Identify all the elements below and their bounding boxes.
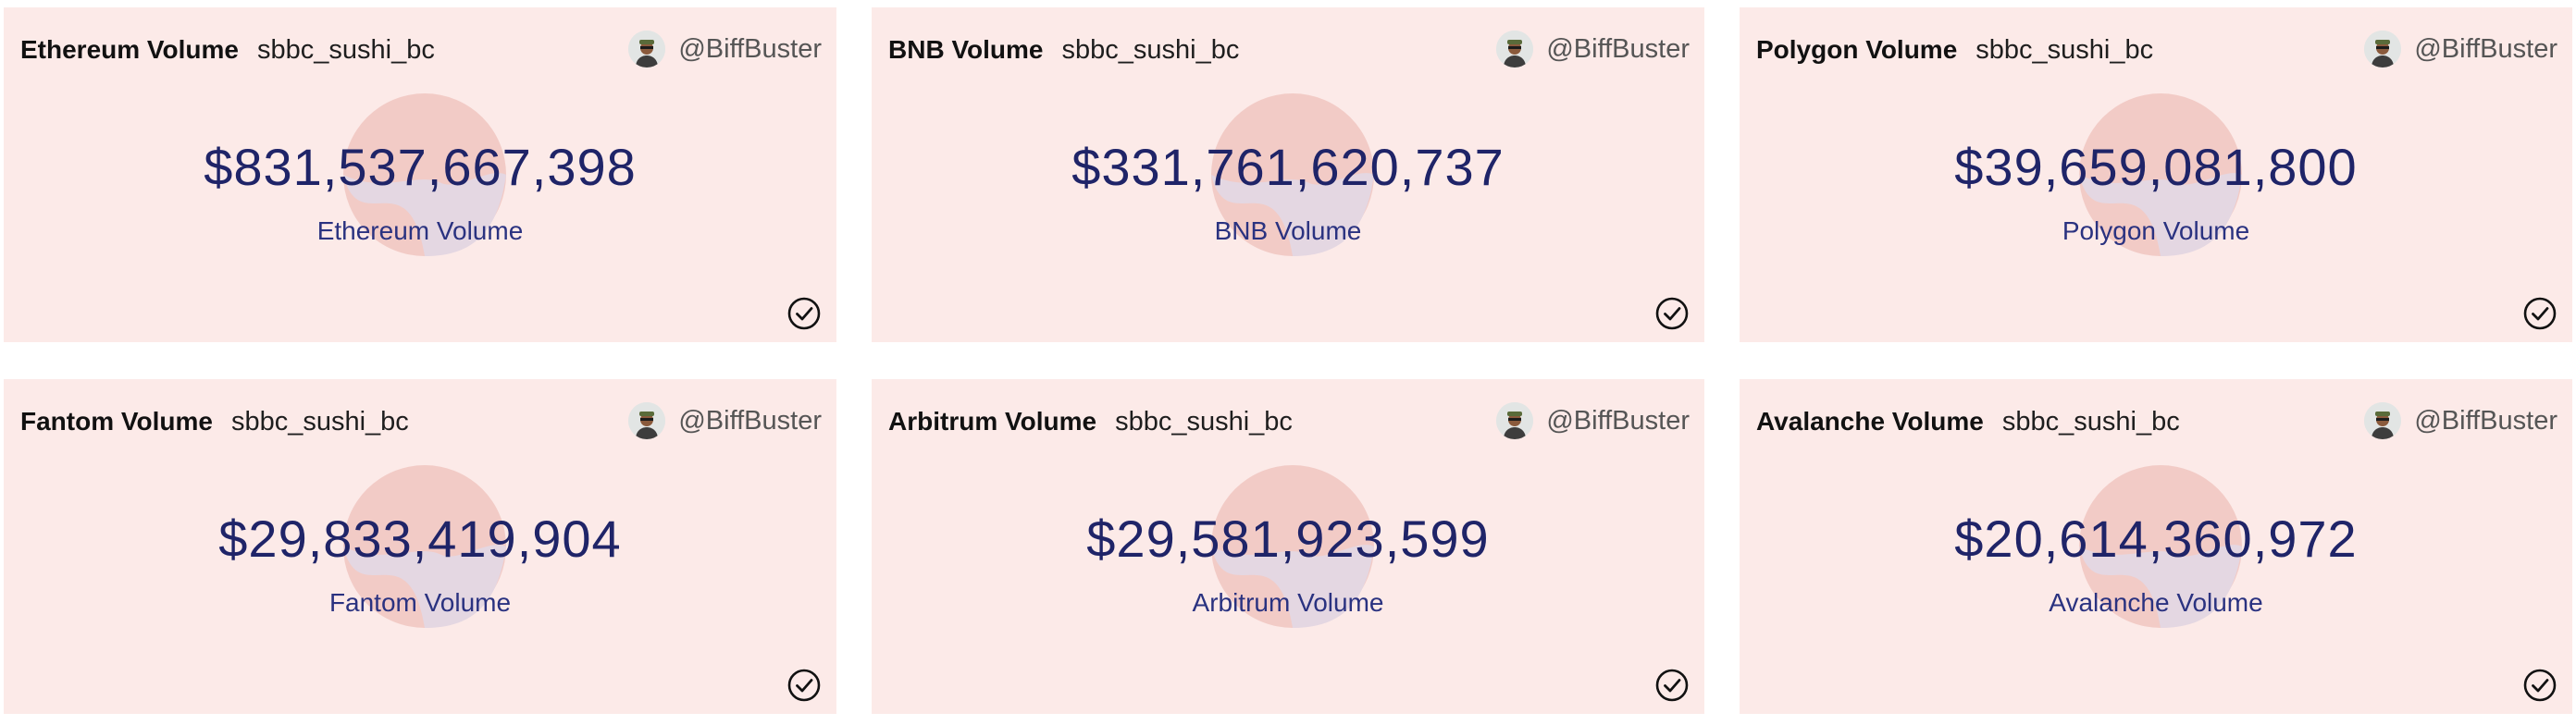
metric-label: Ethereum Volume [316,216,524,245]
checkmark-circle-icon[interactable] [2522,296,2557,331]
avatar-icon [628,31,666,68]
card-header: BNB Volume sbbc_sushi_bc [888,31,1239,68]
metric-value: $831,537,667,398 [204,138,637,196]
metric-label: Avalanche Volume [2049,588,2263,617]
sushi-logo-icon [2079,465,2242,628]
card-title[interactable]: Polygon Volume [1756,35,1958,64]
metric-value: $39,659,081,800 [1954,138,2358,196]
sushi-logo-icon [343,465,506,628]
card-user[interactable]: @BiffBuster [628,401,822,440]
metric-label: Polygon Volume [2062,216,2250,245]
card-author[interactable]: sbbc_sushi_bc [256,34,435,65]
checkmark-circle-icon[interactable] [786,296,822,331]
checkmark-circle-icon[interactable] [1654,668,1690,703]
card-author[interactable]: sbbc_sushi_bc [1061,34,1240,65]
metric-card-bnb-volume[interactable]: BNB Volume sbbc_sushi_bc @BiffBuster $33… [872,7,1704,342]
card-user[interactable]: @BiffBuster [2364,30,2557,68]
metric-value: $331,761,620,737 [1071,138,1505,196]
metric-card-avalanche-volume[interactable]: Avalanche Volume sbbc_sushi_bc @BiffBust… [1740,379,2572,714]
metric-value: $20,614,360,972 [1954,510,2358,568]
card-title[interactable]: Ethereum Volume [20,35,239,64]
card-author[interactable]: sbbc_sushi_bc [230,406,409,436]
sushi-logo-icon [1211,465,1374,628]
card-header: Arbitrum Volume sbbc_sushi_bc [888,403,1293,440]
card-user[interactable]: @BiffBuster [2364,401,2557,440]
card-user[interactable]: @BiffBuster [1496,30,1690,68]
card-title[interactable]: Avalanche Volume [1756,407,1984,436]
card-author[interactable]: sbbc_sushi_bc [1115,406,1293,436]
card-author[interactable]: sbbc_sushi_bc [2001,406,2180,436]
card-title[interactable]: Fantom Volume [20,407,213,436]
username: @BiffBuster [1546,33,1690,64]
metric-label: BNB Volume [1214,216,1362,245]
metric-label: Fantom Volume [328,588,512,617]
checkmark-circle-icon[interactable] [1654,296,1690,331]
sushi-logo-icon [1211,93,1374,256]
avatar-icon [2364,402,2402,439]
card-header: Avalanche Volume sbbc_sushi_bc [1756,403,2180,440]
avatar-icon [1496,31,1534,68]
metric-card-fantom-volume[interactable]: Fantom Volume sbbc_sushi_bc @BiffBuster … [4,379,836,714]
username: @BiffBuster [2414,405,2557,436]
card-author[interactable]: sbbc_sushi_bc [1975,34,2154,65]
username: @BiffBuster [678,33,822,64]
card-title[interactable]: Arbitrum Volume [888,407,1097,436]
checkmark-circle-icon[interactable] [2522,668,2557,703]
card-header: Fantom Volume sbbc_sushi_bc [20,403,409,440]
metric-value: $29,833,419,904 [218,510,622,568]
sushi-logo-icon [343,93,506,256]
metric-label: Arbitrum Volume [1192,588,1384,617]
metric-card-ethereum-volume[interactable]: Ethereum Volume sbbc_sushi_bc @BiffBuste… [4,7,836,342]
metric-value: $29,581,923,599 [1086,510,1490,568]
checkmark-circle-icon[interactable] [786,668,822,703]
card-header: Ethereum Volume sbbc_sushi_bc [20,31,435,68]
card-user[interactable]: @BiffBuster [1496,401,1690,440]
username: @BiffBuster [2414,33,2557,64]
card-title[interactable]: BNB Volume [888,35,1044,64]
sushi-logo-icon [2079,93,2242,256]
avatar-icon [628,402,666,439]
username: @BiffBuster [1546,405,1690,436]
avatar-icon [1496,402,1534,439]
card-header: Polygon Volume sbbc_sushi_bc [1756,31,2153,68]
card-user[interactable]: @BiffBuster [628,30,822,68]
metric-card-polygon-volume[interactable]: Polygon Volume sbbc_sushi_bc @BiffBuster… [1740,7,2572,342]
avatar-icon [2364,31,2402,68]
metric-card-arbitrum-volume[interactable]: Arbitrum Volume sbbc_sushi_bc @BiffBuste… [872,379,1704,714]
username: @BiffBuster [678,405,822,436]
